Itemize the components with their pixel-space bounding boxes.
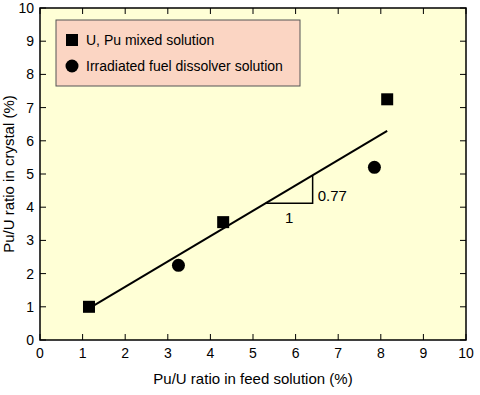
x-tick [125,8,126,14]
y-tick [460,41,466,42]
y-tick [40,273,46,274]
x-tick [423,334,424,340]
y-tick [460,140,466,141]
x-axis-label: Pu/U ratio in feed solution (%) [153,370,352,387]
y-tick [40,74,46,75]
y-tick-label: 5 [26,166,34,182]
y-tick [40,306,46,307]
x-tick [210,334,211,340]
y-tick [460,306,466,307]
x-tick-label: 1 [79,345,87,361]
point [368,161,381,174]
legend-label: Irradiated fuel dissolver solution [86,58,283,74]
slope-rise-label: 0.77 [318,187,347,204]
x-tick [423,8,424,14]
x-tick [338,8,339,14]
chart: 0 1 2 3 4 5 6 7 8 9 10 0 1 2 3 4 5 6 7 8 9 10 Pu/U ratio in fe… [0,0,480,395]
x-tick-label: 0 [36,345,44,361]
y-tick-label: 8 [26,66,34,82]
x-tick-label: 8 [377,345,385,361]
y-tick [40,174,46,175]
y-tick-label: 0 [26,332,34,348]
y-tick [460,240,466,241]
x-tick [380,8,381,14]
x-tick [295,8,296,14]
y-tick-label: 2 [26,266,34,282]
x-tick [82,334,83,340]
y-tick [460,107,466,108]
x-tick [167,8,168,14]
x-tick-label: 4 [207,345,215,361]
y-axis-label: Pu/U ratio in crystal (%) [0,95,17,253]
legend-marker [66,34,78,46]
y-tick [40,41,46,42]
y-tick [40,107,46,108]
x-tick-label: 10 [458,345,474,361]
y-tick-label: 6 [26,133,34,149]
y-tick-label: 9 [26,33,34,49]
y-tick [460,174,466,175]
x-tick-label: 6 [292,345,300,361]
x-tick [338,334,339,340]
legend-label: U, Pu mixed solution [86,32,214,48]
fit-line [89,131,387,309]
x-tick [253,334,254,340]
y-tick-label: 3 [26,232,34,248]
y-tick-label: 4 [26,199,34,215]
x-tick [82,8,83,14]
y-tick-label: 10 [18,0,34,16]
slope-triangle [266,175,313,203]
x-tick [210,8,211,14]
x-tick-label: 7 [334,345,342,361]
x-tick [125,334,126,340]
x-tick [253,8,254,14]
x-tick-label: 3 [164,345,172,361]
x-tick-label: 9 [420,345,428,361]
x-tick [295,334,296,340]
point [172,259,185,272]
y-tick [40,240,46,241]
point [381,93,393,105]
y-tick [40,140,46,141]
x-tick-label: 2 [121,345,129,361]
y-tick-label: 7 [26,100,34,116]
y-tick [40,207,46,208]
legend-box [56,20,300,86]
x-tick-label: 5 [249,345,257,361]
marks [83,93,393,312]
slope-run-label: 1 [285,209,293,226]
y-tick [460,74,466,75]
y-tick-label: 1 [26,299,34,315]
y-tick [460,207,466,208]
x-tick [380,334,381,340]
plot-frame [40,8,466,340]
plot-background [40,8,466,340]
x-tick [167,334,168,340]
legend-marker [66,60,79,73]
legend: U, Pu mixed solution Irradiated fuel diss… [56,20,300,86]
y-tick [460,273,466,274]
